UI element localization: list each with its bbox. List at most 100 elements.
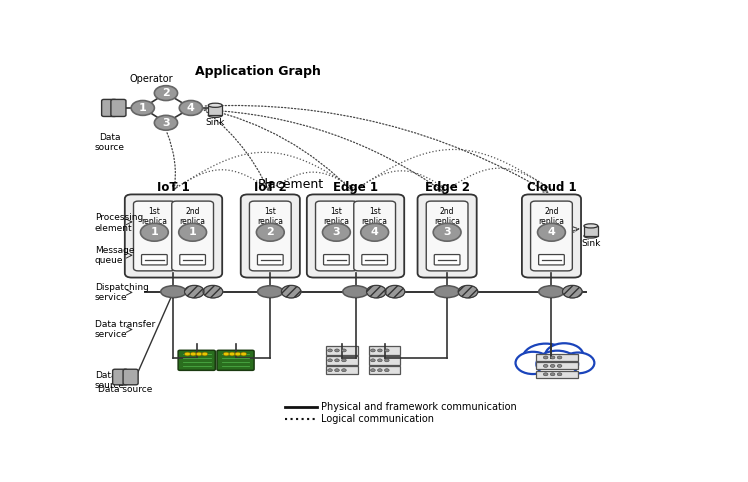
Circle shape xyxy=(543,364,548,367)
Text: 4: 4 xyxy=(371,228,378,237)
Circle shape xyxy=(334,369,340,372)
Text: Data transfer
service: Data transfer service xyxy=(95,320,155,339)
Text: 1st
replica: 1st replica xyxy=(257,207,283,227)
Text: 1: 1 xyxy=(139,103,147,113)
FancyBboxPatch shape xyxy=(362,254,387,265)
Circle shape xyxy=(551,364,555,367)
FancyBboxPatch shape xyxy=(522,194,581,278)
FancyBboxPatch shape xyxy=(133,201,175,271)
Circle shape xyxy=(257,223,284,241)
Text: 2nd
replica: 2nd replica xyxy=(180,207,206,227)
Text: IoT 1: IoT 1 xyxy=(157,181,190,194)
FancyBboxPatch shape xyxy=(316,201,358,271)
FancyBboxPatch shape xyxy=(111,99,126,117)
Circle shape xyxy=(235,352,241,356)
Circle shape xyxy=(154,86,177,101)
FancyBboxPatch shape xyxy=(180,254,206,265)
Circle shape xyxy=(378,369,382,372)
Ellipse shape xyxy=(584,224,598,228)
FancyBboxPatch shape xyxy=(530,201,572,271)
Text: Data
source: Data source xyxy=(95,133,125,152)
Circle shape xyxy=(522,344,569,373)
FancyBboxPatch shape xyxy=(426,201,468,271)
Ellipse shape xyxy=(208,103,222,107)
Circle shape xyxy=(328,359,332,362)
FancyBboxPatch shape xyxy=(113,369,128,385)
FancyBboxPatch shape xyxy=(125,194,222,278)
FancyBboxPatch shape xyxy=(369,366,400,375)
Circle shape xyxy=(384,369,389,372)
Circle shape xyxy=(557,373,562,376)
FancyBboxPatch shape xyxy=(102,99,117,117)
Circle shape xyxy=(562,352,595,373)
Circle shape xyxy=(241,352,247,356)
Circle shape xyxy=(515,352,551,374)
Circle shape xyxy=(361,223,388,241)
Circle shape xyxy=(342,369,346,372)
Text: Placement: Placement xyxy=(257,177,324,190)
FancyBboxPatch shape xyxy=(307,194,404,278)
Text: 1st
replica: 1st replica xyxy=(141,207,168,227)
Circle shape xyxy=(190,352,196,356)
Text: 1st
replica: 1st replica xyxy=(361,207,387,227)
Circle shape xyxy=(185,352,190,356)
FancyBboxPatch shape xyxy=(324,254,349,265)
FancyBboxPatch shape xyxy=(325,346,358,355)
Text: Data source: Data source xyxy=(98,385,153,394)
Circle shape xyxy=(551,373,555,376)
Circle shape xyxy=(384,349,389,352)
Text: Sink: Sink xyxy=(206,119,225,127)
Ellipse shape xyxy=(584,234,598,238)
Circle shape xyxy=(378,349,382,352)
Circle shape xyxy=(557,356,562,359)
Ellipse shape xyxy=(257,286,283,297)
Circle shape xyxy=(370,349,375,352)
Text: 2nd
replica: 2nd replica xyxy=(539,207,565,227)
FancyBboxPatch shape xyxy=(241,194,300,278)
FancyBboxPatch shape xyxy=(257,254,283,265)
Circle shape xyxy=(185,285,204,298)
Circle shape xyxy=(202,352,208,356)
Text: 1: 1 xyxy=(150,228,159,237)
Circle shape xyxy=(141,223,168,241)
Text: Application Graph: Application Graph xyxy=(195,65,321,78)
FancyBboxPatch shape xyxy=(208,105,222,115)
Circle shape xyxy=(131,101,154,115)
Circle shape xyxy=(179,223,206,241)
Circle shape xyxy=(196,352,202,356)
Circle shape xyxy=(536,351,578,377)
Text: Logical communication: Logical communication xyxy=(321,414,434,424)
Text: Physical and framework communication: Physical and framework communication xyxy=(321,402,516,413)
Text: 4: 4 xyxy=(187,103,194,113)
Circle shape xyxy=(224,352,229,356)
FancyBboxPatch shape xyxy=(172,201,213,271)
Ellipse shape xyxy=(343,286,368,297)
Circle shape xyxy=(562,285,582,298)
Circle shape xyxy=(334,349,340,352)
Circle shape xyxy=(322,223,350,241)
Circle shape xyxy=(378,359,382,362)
Circle shape xyxy=(180,101,203,115)
Circle shape xyxy=(203,285,223,298)
Text: IoT 2: IoT 2 xyxy=(254,181,286,194)
Text: Edge 1: Edge 1 xyxy=(333,181,378,194)
Text: Message
queue: Message queue xyxy=(95,246,134,265)
Circle shape xyxy=(551,356,555,359)
FancyBboxPatch shape xyxy=(417,194,476,278)
Text: Operator: Operator xyxy=(129,74,174,84)
FancyBboxPatch shape xyxy=(369,346,400,355)
FancyBboxPatch shape xyxy=(217,350,254,370)
Circle shape xyxy=(154,115,177,130)
Circle shape xyxy=(545,343,583,368)
Text: 4: 4 xyxy=(548,228,556,237)
Circle shape xyxy=(334,359,340,362)
Text: 3: 3 xyxy=(333,228,340,237)
Circle shape xyxy=(538,223,565,241)
Text: 3: 3 xyxy=(162,118,170,128)
Circle shape xyxy=(385,285,405,298)
Circle shape xyxy=(433,223,461,241)
Text: Sink: Sink xyxy=(581,239,601,248)
Circle shape xyxy=(281,285,301,298)
Text: Edge 2: Edge 2 xyxy=(425,181,470,194)
Text: 2: 2 xyxy=(266,228,275,237)
